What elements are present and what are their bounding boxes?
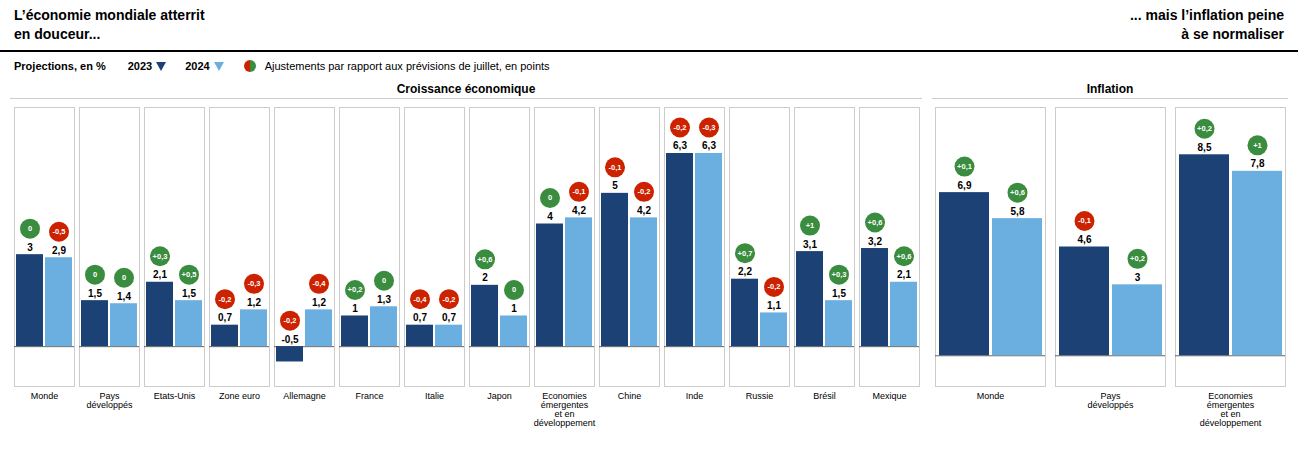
svg-text:+0,7: +0,7	[738, 249, 753, 258]
svg-text:Japon: Japon	[487, 391, 512, 401]
html-text:Projections, en %: Projections, en %	[14, 60, 106, 72]
svg-text:Chine: Chine	[618, 391, 642, 401]
svg-text:1: 1	[511, 303, 517, 314]
svg-text:+0,2: +0,2	[348, 285, 363, 294]
svg-text:1,2: 1,2	[312, 297, 326, 308]
svg-text:3: 3	[27, 242, 33, 253]
html-text:Croissance économique: Croissance économique	[396, 82, 536, 96]
svg-text:3,2: 3,2	[868, 236, 882, 247]
svg-text:+0,6: +0,6	[1010, 188, 1025, 197]
html-text:Ajustements par rapport aux pr: Ajustements par rapport aux prévisions d…	[264, 60, 550, 72]
svg-text:Zone euro: Zone euro	[219, 391, 260, 401]
svg-text:5: 5	[612, 180, 618, 191]
svg-text:1,2: 1,2	[247, 297, 261, 308]
svg-text:-0,1: -0,1	[1078, 216, 1091, 225]
svg-text:4,2: 4,2	[637, 205, 651, 216]
svg-text:+0,5: +0,5	[182, 270, 197, 279]
svg-text:2,2: 2,2	[738, 266, 752, 277]
svg-text:1,3: 1,3	[377, 294, 391, 305]
svg-text:8,5: 8,5	[1198, 142, 1212, 153]
svg-text:+1: +1	[1253, 141, 1262, 150]
svg-text:+0,6: +0,6	[897, 252, 912, 261]
svg-text:Russie: Russie	[746, 391, 774, 401]
svg-text:4,6: 4,6	[1078, 234, 1092, 245]
svg-text:6,3: 6,3	[673, 140, 687, 151]
svg-text:6,3: 6,3	[702, 140, 716, 151]
svg-text:+1: +1	[806, 221, 815, 230]
svg-text:2,1: 2,1	[897, 269, 911, 280]
svg-text:Economiesémergenteset endévelo: Economiesémergenteset endéveloppement	[1200, 391, 1262, 428]
svg-text:+0,6: +0,6	[478, 255, 493, 264]
svg-text:4: 4	[547, 211, 553, 222]
svg-text:3: 3	[1135, 272, 1141, 283]
svg-text:1,5: 1,5	[88, 288, 102, 299]
svg-text:0: 0	[548, 193, 552, 202]
svg-text:-0,3: -0,3	[703, 123, 716, 132]
svg-text:-0,2: -0,2	[284, 316, 297, 325]
svg-text:-0,4: -0,4	[414, 295, 428, 304]
svg-text:-0,2: -0,2	[768, 282, 781, 291]
svg-text:+0,3: +0,3	[153, 252, 168, 261]
svg-text:1,1: 1,1	[767, 300, 781, 311]
svg-text:6,9: 6,9	[958, 180, 972, 191]
svg-text:-0,2: -0,2	[219, 295, 232, 304]
svg-text:-0,2: -0,2	[638, 187, 651, 196]
svg-text:7,8: 7,8	[1251, 158, 1265, 169]
svg-text:0: 0	[93, 270, 97, 279]
html-text:Inflation: Inflation	[1086, 82, 1134, 96]
svg-text:Inde: Inde	[686, 391, 704, 401]
svg-text:Allemagne: Allemagne	[283, 391, 326, 401]
svg-text:-0,5: -0,5	[53, 227, 66, 236]
svg-text:2: 2	[482, 272, 488, 283]
svg-text:Mexique: Mexique	[872, 391, 906, 401]
svg-text:0,7: 0,7	[442, 312, 456, 323]
svg-text:+0,2: +0,2	[1197, 124, 1212, 133]
svg-text:-0,2: -0,2	[674, 123, 687, 132]
svg-text:2,1: 2,1	[153, 269, 167, 280]
svg-text:3,1: 3,1	[803, 239, 817, 250]
svg-text:0: 0	[382, 276, 386, 285]
svg-text:-0,1: -0,1	[573, 187, 586, 196]
svg-text:Italie: Italie	[425, 391, 444, 401]
svg-text:-0,3: -0,3	[248, 279, 261, 288]
svg-text:Paysdéveloppés: Paysdéveloppés	[86, 391, 133, 410]
svg-text:France: France	[355, 391, 383, 401]
svg-text:2,9: 2,9	[52, 245, 66, 256]
svg-text:Brésil: Brésil	[813, 391, 836, 401]
svg-text:+0,1: +0,1	[957, 162, 972, 171]
svg-text:1: 1	[352, 303, 358, 314]
svg-text:1,5: 1,5	[832, 288, 846, 299]
svg-text:5,8: 5,8	[1011, 206, 1025, 217]
svg-text:4,2: 4,2	[572, 205, 586, 216]
svg-text:Etats-Unis: Etats-Unis	[154, 391, 196, 401]
svg-text:0,7: 0,7	[413, 312, 427, 323]
svg-text:0: 0	[122, 273, 126, 282]
svg-text:+0,3: +0,3	[832, 270, 847, 279]
svg-text:Monde: Monde	[31, 391, 59, 401]
svg-text:Paysdéveloppés: Paysdéveloppés	[1087, 391, 1134, 410]
svg-text:1,4: 1,4	[117, 291, 131, 302]
svg-text:0: 0	[28, 224, 32, 233]
svg-text:+0,2: +0,2	[1130, 254, 1145, 263]
svg-text:+0,6: +0,6	[868, 218, 883, 227]
svg-text:-0,5: -0,5	[281, 334, 299, 345]
svg-text:1,5: 1,5	[182, 288, 196, 299]
html-text:L’économie mondiale atterrit e: L’économie mondiale atterrit en douceur.…	[14, 7, 205, 42]
svg-text:Economiesémergenteset endévelo: Economiesémergenteset endéveloppement	[534, 391, 596, 428]
svg-text:Monde: Monde	[977, 391, 1005, 401]
svg-text:-0,2: -0,2	[443, 295, 456, 304]
svg-text:-0,4: -0,4	[313, 279, 327, 288]
html-text:2024: 2024	[185, 60, 210, 72]
svg-text:0,7: 0,7	[218, 312, 232, 323]
html-text:... mais l’inflation peine à s: ... mais l’inflation peine à se normalis…	[1130, 7, 1284, 42]
svg-text:0: 0	[512, 285, 516, 294]
html-text:2023: 2023	[127, 60, 153, 72]
svg-text:-0,1: -0,1	[609, 163, 622, 172]
